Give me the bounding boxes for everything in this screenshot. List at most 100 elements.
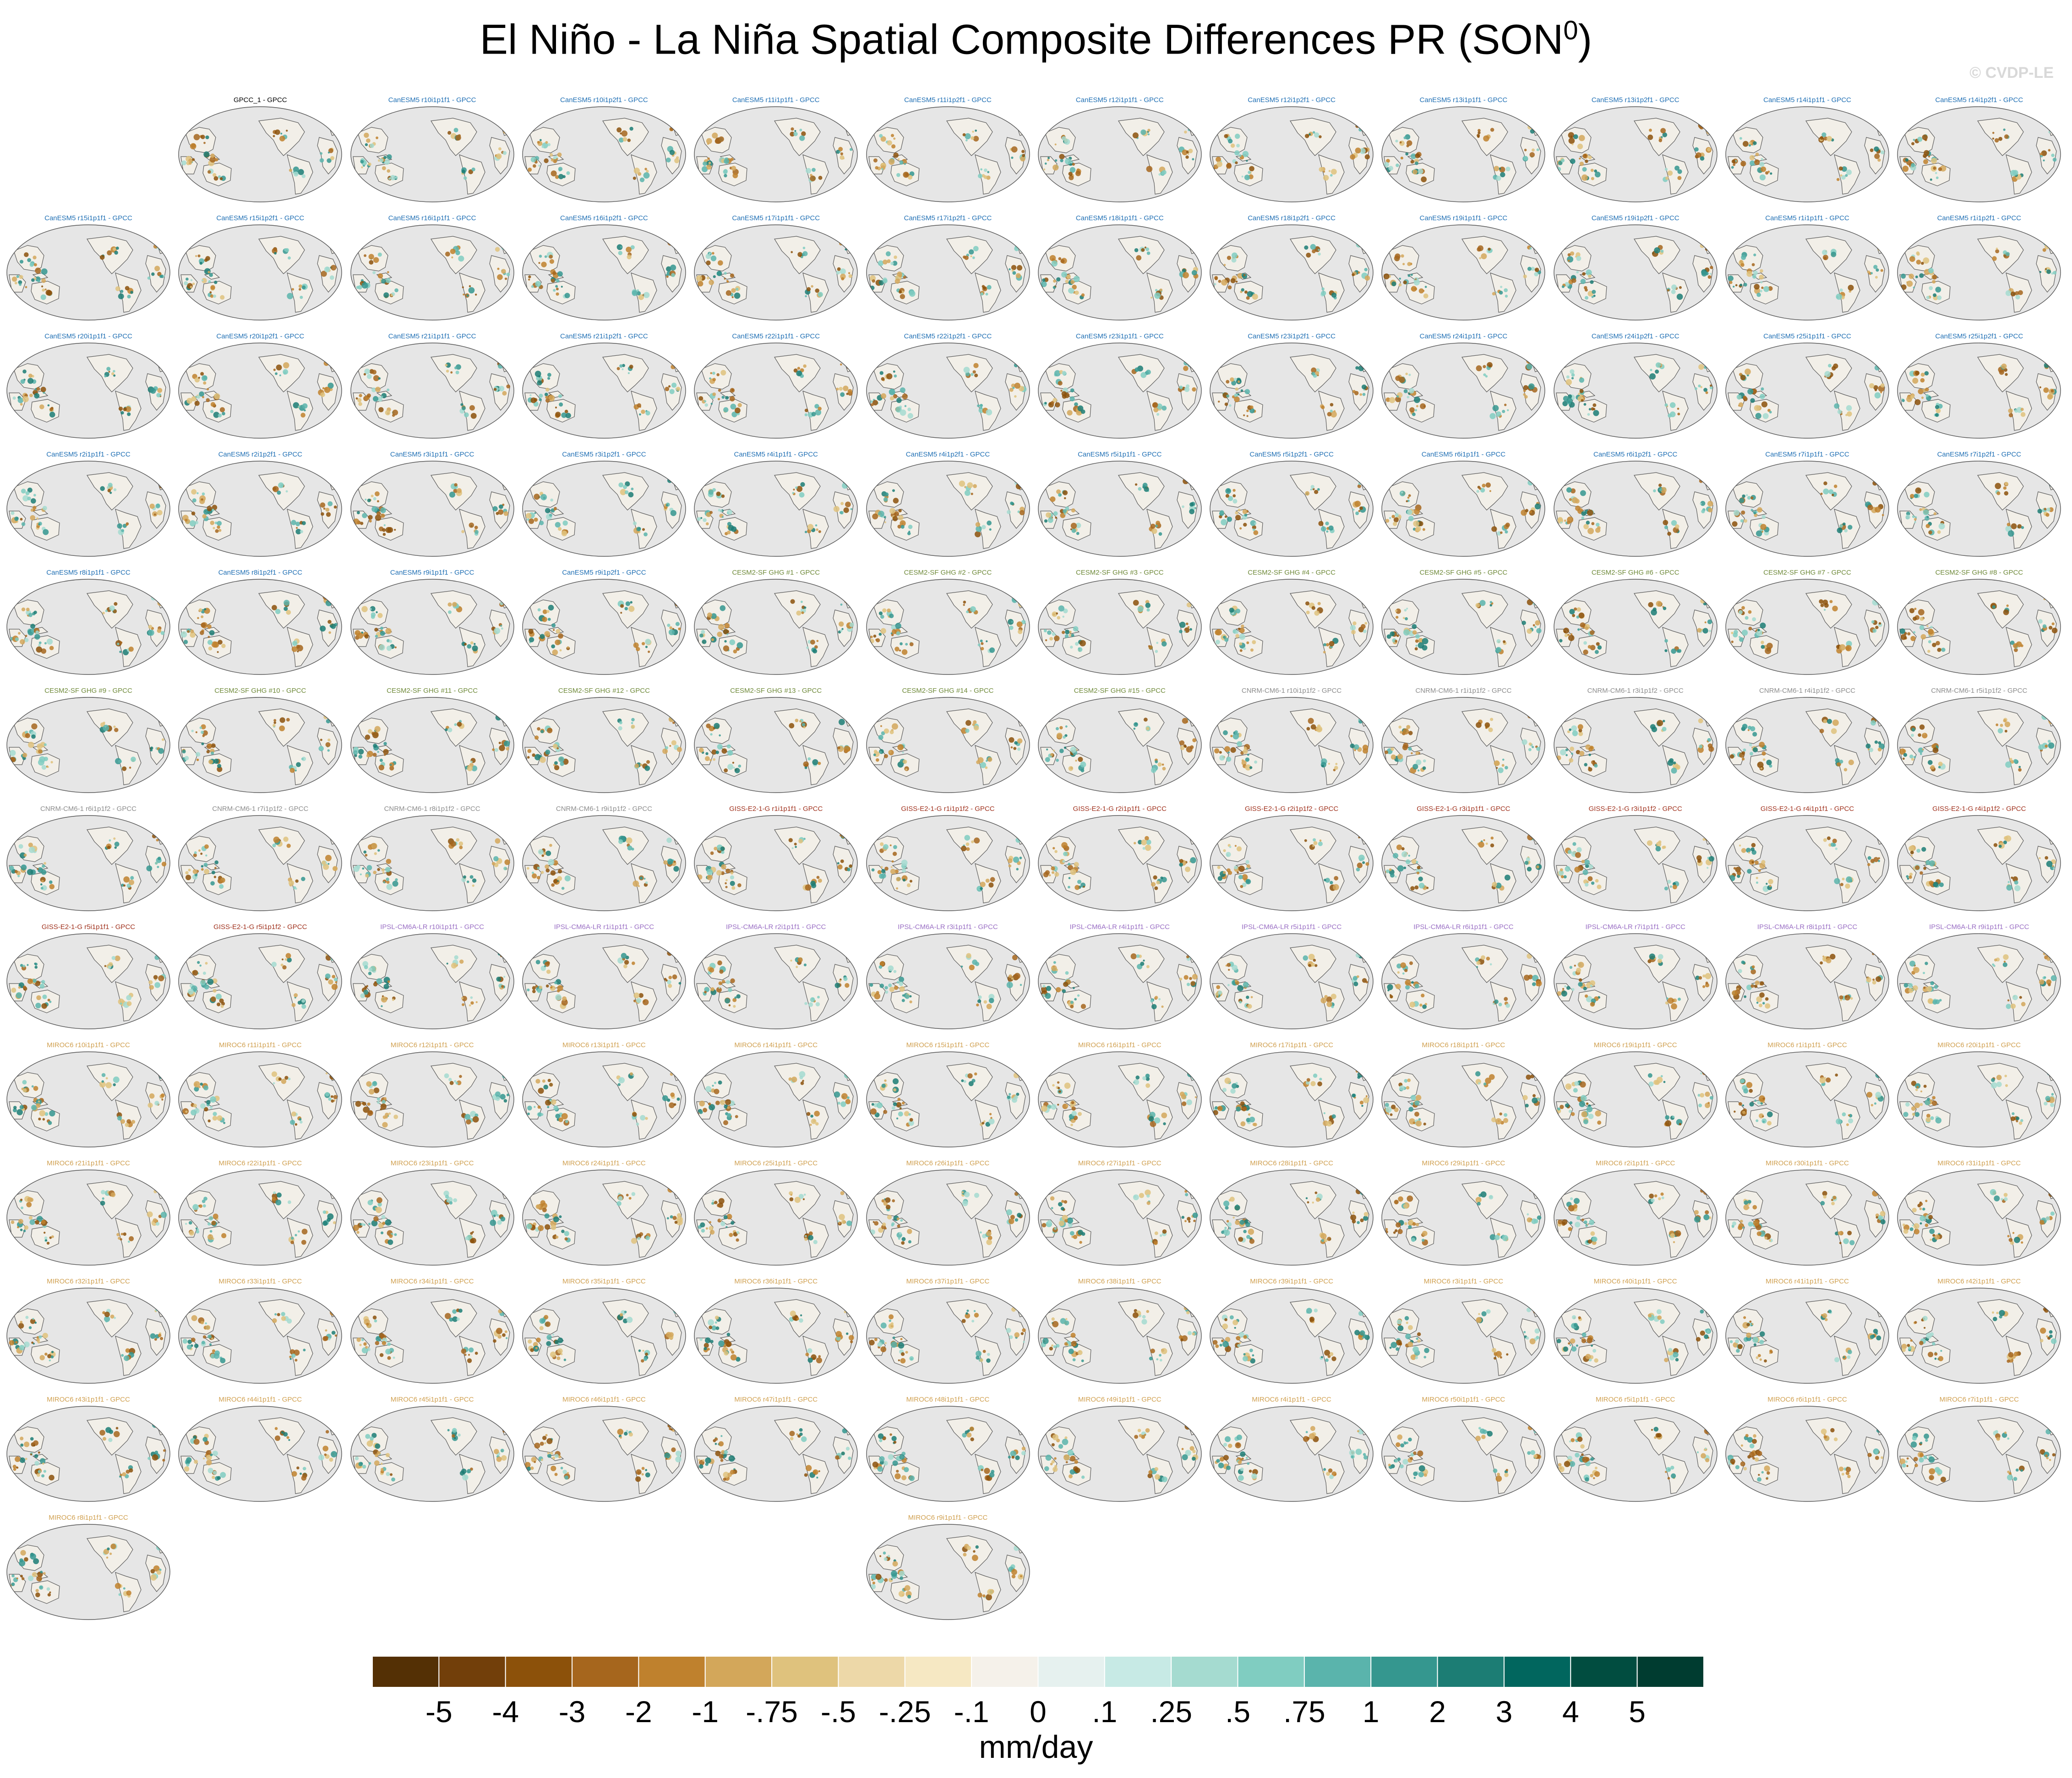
anomaly-patch bbox=[726, 744, 731, 749]
anomaly-patch bbox=[1189, 509, 1194, 515]
anomaly-patch bbox=[1880, 391, 1882, 393]
anomaly-patch bbox=[1063, 735, 1066, 739]
anomaly-patch bbox=[1237, 380, 1240, 383]
anomaly-patch bbox=[1484, 722, 1490, 728]
anomaly-patch bbox=[119, 650, 122, 653]
anomaly-patch bbox=[1358, 355, 1363, 360]
anomaly-patch bbox=[637, 289, 639, 292]
anomaly-patch bbox=[1391, 281, 1397, 287]
anomaly-patch bbox=[670, 264, 676, 271]
anomaly-patch bbox=[892, 516, 898, 522]
anomaly-patch bbox=[2054, 484, 2059, 489]
panel-title: GPCC_1 - GPCC bbox=[233, 96, 287, 104]
continent bbox=[1490, 272, 1517, 313]
anomaly-patch bbox=[1011, 265, 1016, 270]
panel-title: CanESM5 r17i1p1f1 - GPCC bbox=[732, 214, 820, 222]
anomaly-patch bbox=[1703, 388, 1707, 392]
anomaly-patch bbox=[320, 502, 326, 508]
anomaly-patch bbox=[497, 118, 503, 124]
continent bbox=[1578, 753, 1607, 777]
anomaly-patch bbox=[1405, 152, 1409, 156]
anomaly-patch bbox=[1327, 412, 1332, 417]
anomaly-patch bbox=[2056, 121, 2060, 125]
anomaly-patch bbox=[1050, 753, 1053, 756]
anomaly-patch bbox=[1842, 522, 1846, 526]
anomaly-patch bbox=[444, 364, 447, 367]
map-frame bbox=[866, 106, 1030, 202]
panel-title: CESM2-SF GHG #13 - GPCC bbox=[730, 687, 822, 695]
anomaly-patch bbox=[1834, 403, 1840, 409]
anomaly-patch bbox=[1916, 260, 1921, 265]
anomaly-patch bbox=[1708, 356, 1713, 361]
anomaly-patch bbox=[2056, 719, 2059, 722]
anomaly-patch bbox=[1675, 764, 1680, 770]
anomaly-patch bbox=[719, 136, 725, 142]
anomaly-patch bbox=[371, 495, 374, 498]
anomaly-patch bbox=[559, 649, 562, 652]
anomaly-patch bbox=[724, 640, 727, 643]
anomaly-patch bbox=[1406, 608, 1408, 610]
anomaly-patch bbox=[848, 719, 855, 726]
anomaly-patch bbox=[802, 251, 808, 256]
anomaly-patch bbox=[1062, 370, 1066, 375]
anomaly-patch bbox=[1753, 270, 1758, 276]
continent bbox=[374, 281, 404, 304]
anomaly-patch bbox=[716, 491, 721, 496]
anomaly-patch bbox=[709, 162, 711, 164]
anomaly-patch bbox=[1886, 364, 1889, 368]
anomaly-patch bbox=[372, 271, 376, 274]
anomaly-patch bbox=[1845, 174, 1848, 177]
continent bbox=[202, 399, 232, 423]
continent bbox=[258, 472, 305, 511]
anomaly-patch bbox=[669, 626, 672, 630]
anomaly-patch bbox=[1395, 513, 1399, 517]
map-frame bbox=[1725, 106, 1889, 202]
continent bbox=[529, 245, 560, 272]
anomaly-patch bbox=[1476, 722, 1482, 728]
anomaly-patch bbox=[1056, 733, 1063, 739]
anomaly-patch bbox=[390, 294, 393, 297]
anomaly-patch bbox=[844, 745, 851, 752]
anomaly-patch bbox=[724, 272, 727, 275]
anomaly-patch bbox=[1215, 630, 1221, 636]
map-panel: CanESM5 r1i1p1f1 - GPCC bbox=[1724, 214, 1890, 322]
panel-title: CESM2-SF GHG #2 - GPCC bbox=[904, 569, 992, 576]
anomaly-patch bbox=[386, 388, 389, 391]
anomaly-patch bbox=[2047, 394, 2053, 400]
anomaly-patch bbox=[373, 257, 379, 263]
anomaly-patch bbox=[1711, 717, 1713, 720]
anomaly-patch bbox=[299, 288, 301, 291]
anomaly-patch bbox=[674, 478, 677, 481]
anomaly-patch bbox=[104, 375, 107, 378]
anomaly-patch bbox=[1936, 641, 1941, 646]
anomaly-patch bbox=[378, 644, 385, 651]
anomaly-patch bbox=[619, 721, 622, 724]
anomaly-patch bbox=[41, 765, 47, 770]
map-panel: CanESM5 r11i1p2f1 - GPCC bbox=[865, 96, 1031, 204]
anomaly-patch bbox=[1221, 519, 1227, 526]
anomaly-patch bbox=[1656, 601, 1662, 607]
anomaly-patch bbox=[1729, 281, 1733, 284]
anomaly-patch bbox=[40, 883, 43, 886]
anomaly-patch bbox=[1395, 640, 1398, 643]
anomaly-patch bbox=[1406, 725, 1411, 729]
anomaly-patch bbox=[1914, 756, 1916, 759]
anomaly-patch bbox=[1759, 741, 1765, 748]
anomaly-patch bbox=[381, 396, 383, 398]
anomaly-patch bbox=[1926, 625, 1929, 627]
anomaly-patch bbox=[1070, 522, 1077, 529]
anomaly-patch bbox=[1526, 363, 1533, 370]
anomaly-patch bbox=[1917, 136, 1923, 142]
anomaly-patch bbox=[1047, 517, 1053, 523]
anomaly-patch bbox=[618, 482, 624, 488]
panel-title: CanESM5 r25i1p1f1 - GPCC bbox=[1763, 332, 1851, 340]
anomaly-patch bbox=[11, 511, 15, 515]
anomaly-patch bbox=[1762, 413, 1769, 419]
anomaly-patch bbox=[722, 516, 724, 518]
anomaly-patch bbox=[1837, 409, 1842, 414]
map-panel: CanESM5 r6i1p1f1 - GPCC bbox=[1380, 451, 1546, 558]
map-panel: CanESM5 r19i1p2f1 - GPCC bbox=[1553, 214, 1718, 322]
anomaly-patch bbox=[1179, 621, 1186, 628]
anomaly-patch bbox=[354, 754, 357, 757]
anomaly-patch bbox=[851, 712, 857, 718]
